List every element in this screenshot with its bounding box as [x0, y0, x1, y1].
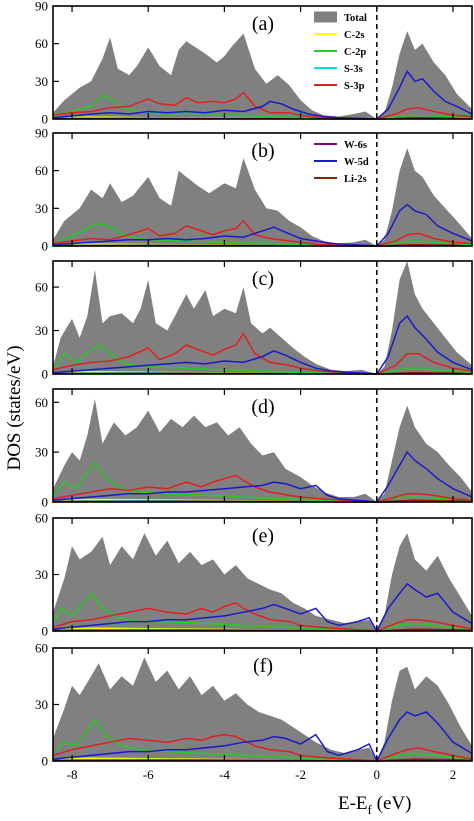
y-tick-label: 0	[42, 754, 49, 769]
legend: Total C-2s C-2p S-3s S-3p	[314, 11, 367, 92]
y-tick-label: 0	[42, 367, 49, 382]
series-c-2p-line	[52, 718, 473, 762]
x-tick-label: 0	[374, 767, 381, 782]
legend-label: S-3s	[344, 64, 363, 75]
y-tick-label: 30	[35, 323, 48, 338]
total-dos-area	[53, 399, 472, 502]
y-tick-label: 90	[35, 126, 48, 141]
legend: W-6s W-5d Li-2s	[314, 140, 369, 185]
y-tick-label: 30	[35, 567, 48, 582]
panel-c: 0 30 60 (c)	[35, 260, 473, 382]
panel-frame	[52, 260, 473, 375]
x-axis-title-main: E-E	[338, 793, 368, 814]
series-w-5d-line	[52, 314, 473, 375]
series-c-2p-line	[52, 222, 473, 247]
total-dos-area	[53, 657, 472, 761]
series-w-5d-line	[52, 582, 473, 633]
total-dos-area	[53, 31, 472, 120]
y-axis-title: DOS (states/eV)	[4, 345, 25, 470]
legend-label: W-6s	[344, 140, 367, 151]
panel-frame	[52, 5, 473, 120]
x-axis-title: E-Ef (eV)	[338, 793, 411, 817]
y-tick-label: 60	[35, 511, 48, 526]
series-s-3p-line	[52, 91, 473, 120]
series-s-3p-line	[52, 219, 473, 247]
panel-label: (d)	[251, 396, 274, 418]
x-tick-label: 2	[450, 767, 457, 782]
y-tick-label: 30	[35, 445, 48, 460]
series-w-5d-line	[52, 69, 473, 120]
legend-swatch-total	[314, 11, 337, 23]
panel-f: 0 30 60 (f)	[35, 641, 473, 769]
legend-label: W-5d	[344, 157, 369, 168]
y-tick-label: 0	[42, 495, 49, 510]
panel-e: 0 30 60 (e)	[35, 511, 473, 639]
legend-label: Li-2s	[344, 174, 367, 185]
series-w-5d-line	[52, 450, 473, 503]
legend-label: S-3p	[344, 81, 365, 92]
y-tick-label: 30	[35, 74, 48, 89]
panel-frame	[52, 647, 473, 762]
legend-label: C-2s	[344, 30, 364, 41]
panel-label: (b)	[251, 140, 274, 162]
legend-label: Total	[344, 13, 367, 24]
y-tick-label: 0	[42, 624, 49, 639]
total-dos-area	[53, 533, 472, 631]
panel-b: 0 30 60 90 (b) W-6s W-5d Li-2s	[35, 126, 473, 254]
panel-frame	[52, 132, 473, 247]
legend-label: C-2p	[344, 47, 366, 58]
series-c-2p-line	[52, 344, 473, 375]
panel-frame	[52, 517, 473, 632]
y-tick-label: 30	[35, 697, 48, 712]
panel-label: (f)	[253, 655, 273, 677]
y-tick-label: 30	[35, 201, 48, 216]
series-s-3p-line	[52, 331, 473, 375]
y-tick-label: 60	[35, 395, 48, 410]
x-axis-title-subscript: f	[368, 802, 373, 817]
y-tick-label: 60	[35, 280, 48, 295]
y-tick-label: 90	[35, 0, 48, 14]
series-s-3p-line	[52, 474, 473, 503]
y-tick-label: 0	[42, 112, 49, 127]
total-dos-area	[53, 261, 472, 374]
panel-a: 0 30 60 90 (a) Total C-2s C-2p S-3s S-3p	[35, 0, 473, 127]
y-tick-label: 60	[35, 36, 48, 51]
series-c-2p-line	[52, 592, 473, 632]
y-tick-label: 0	[42, 239, 49, 254]
x-tick-labels: -8 -6 -4 -2 0 2	[67, 767, 457, 782]
total-dos-area	[53, 148, 472, 246]
series-s-3p-line	[52, 601, 473, 632]
panel-label: (c)	[252, 268, 274, 290]
x-axis-title-unit: (eV)	[372, 793, 412, 814]
x-tick-label: -8	[67, 767, 78, 782]
y-tick-label: 60	[35, 641, 48, 656]
dos-panels: 0 30 60 90 (a) Total C-2s C-2p S-3s S-3p 0 30 60 90 (b…	[35, 0, 473, 769]
x-tick-label: -2	[295, 767, 306, 782]
y-tick-label: 60	[35, 163, 48, 178]
panel-label: (e)	[252, 525, 274, 547]
x-tick-label: -4	[219, 767, 230, 782]
panel-d: 0 30 60 (d)	[35, 388, 473, 510]
panel-frame	[52, 388, 473, 503]
x-tick-label: -6	[143, 767, 154, 782]
series-w-5d-line	[52, 711, 473, 763]
panel-label: (a)	[252, 13, 274, 35]
series-w-5d-line	[52, 203, 473, 247]
series-s-3p-line	[52, 733, 473, 762]
